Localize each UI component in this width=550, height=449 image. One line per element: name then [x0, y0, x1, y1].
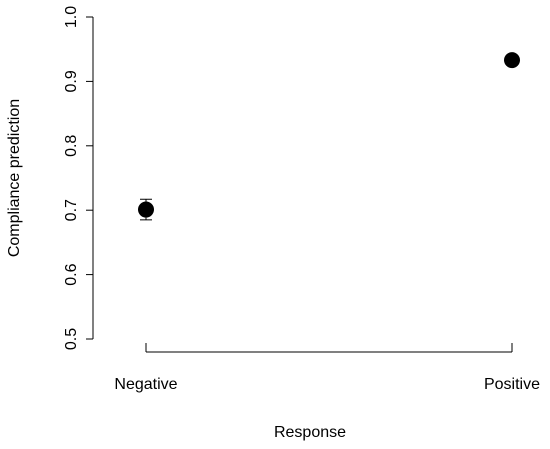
x-tick-label: Negative	[114, 376, 177, 393]
y-tick-label: 0.7	[63, 199, 80, 221]
y-tick-label: 0.6	[63, 263, 80, 285]
x-tick-label: Positive	[484, 376, 540, 393]
y-tick-label: 0.8	[63, 135, 80, 157]
y-tick-label: 1.0	[63, 6, 80, 28]
y-axis-title: Compliance prediction	[6, 99, 23, 257]
x-axis-title: Response	[274, 424, 346, 441]
y-tick-label: 0.9	[63, 70, 80, 92]
point	[138, 201, 154, 218]
y-tick-label: 0.5	[63, 328, 80, 350]
point	[504, 52, 520, 69]
